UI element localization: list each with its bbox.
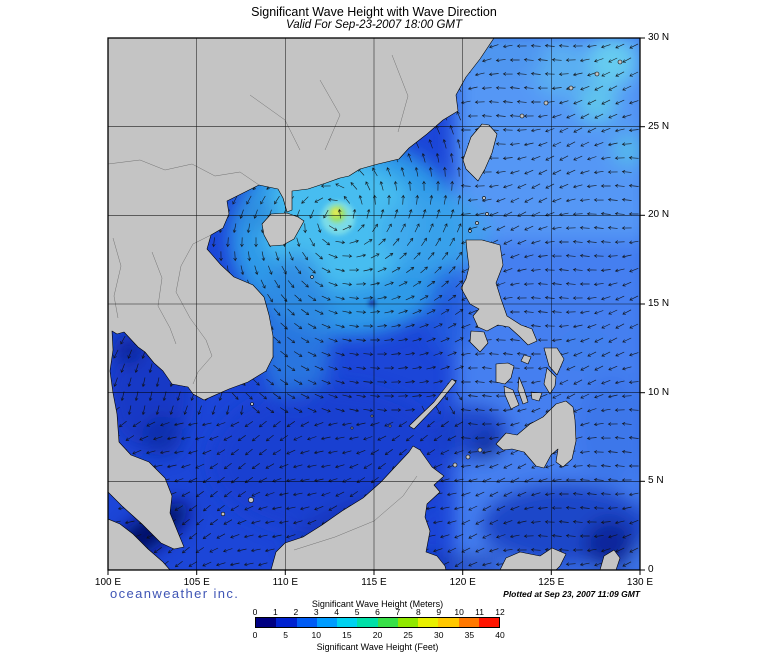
island-sulu-chain	[452, 462, 458, 468]
land-mindoro	[469, 330, 489, 353]
island-spratly	[370, 414, 374, 418]
legend-meters-tick: 1	[273, 607, 278, 617]
legend-meters-tick: 10	[454, 607, 464, 617]
legend-color-segment	[337, 618, 358, 627]
island-ryukyu	[543, 100, 549, 106]
legend-color-segment	[478, 618, 499, 627]
island-ryukyu	[519, 113, 525, 119]
legend-meters-tick: 4	[334, 607, 340, 617]
island-natuna	[248, 497, 254, 503]
island-anambas	[220, 511, 226, 517]
lat-label: 25 N	[648, 121, 670, 132]
oceanweather-logo-text: oceanweather inc.	[110, 586, 240, 601]
island-con-dao	[250, 402, 254, 406]
island-ryukyu	[617, 59, 623, 65]
lat-label: 5 N	[648, 475, 664, 486]
land-palawan	[408, 378, 457, 430]
land-hainan	[261, 212, 305, 247]
land-taiwan	[462, 123, 498, 182]
legend-feet-tick: 5	[283, 630, 288, 640]
legend-color-segment	[256, 618, 277, 627]
island-sulu-chain	[465, 454, 471, 460]
plotted-timestamp: Plotted at Sep 23, 2007 11:09 GMT	[503, 589, 640, 599]
legend-feet-tick: 30	[434, 630, 444, 640]
legend-color-segment	[377, 618, 398, 627]
legend-feet-title: Significant Wave Height (Feet)	[316, 642, 439, 652]
island-spratly	[350, 426, 354, 430]
land-mainland-asia	[108, 38, 495, 550]
landmasses	[108, 38, 623, 570]
island-spratly	[388, 424, 392, 428]
legend-feet-tick: 10	[311, 630, 321, 640]
lon-label: 130 E	[626, 577, 654, 588]
legend-feet-tick: 40	[495, 630, 505, 640]
axis-ticks	[107, 37, 645, 575]
land-mindanao	[495, 400, 577, 469]
island-babuyan	[475, 221, 479, 225]
lon-label: 105 E	[183, 577, 210, 588]
legend-meters-tick: 0	[252, 607, 258, 617]
legend-color-segment	[458, 618, 479, 627]
legend-feet-tick: 25	[403, 630, 413, 640]
land-sumatra	[108, 518, 171, 570]
lon-label: 125 E	[538, 577, 565, 588]
legend-meters-title: Significant Wave Height (Meters)	[311, 599, 444, 609]
legend-color-segment	[296, 618, 317, 627]
legend-meters-tick: 7	[395, 607, 401, 617]
lon-label: 120 E	[449, 577, 476, 588]
land-negros	[503, 385, 520, 410]
lat-label: 0	[648, 564, 654, 575]
island-batanes	[482, 196, 486, 200]
legend-meters-tick: 2	[293, 607, 299, 617]
lat-label: 15 N	[648, 298, 670, 309]
legend-meters-tick: 8	[415, 607, 421, 617]
graticule	[108, 38, 640, 570]
legend-meters-tick-row: 0 1 2 3 4 5 6 7 8 9 10 11 12	[252, 607, 505, 617]
land-leyte	[543, 367, 557, 395]
legend-color-segment	[276, 618, 297, 627]
land-borneo	[270, 445, 447, 570]
legend-color-segment	[438, 618, 459, 627]
land-cebu	[517, 376, 529, 405]
legend-feet-tick: 0	[252, 630, 258, 640]
island-paracel	[310, 275, 314, 279]
legend-color-segment	[316, 618, 337, 627]
lon-label: 100 E	[94, 577, 122, 588]
lat-label: 30 N	[648, 32, 670, 43]
land-panay	[495, 362, 515, 385]
legend-meters-tick: 12	[495, 607, 505, 617]
island-sulu-chain	[477, 447, 483, 453]
legend-color-segment	[357, 618, 378, 627]
legend-meters-tick: 3	[313, 607, 319, 617]
legend-color-segment	[418, 618, 439, 627]
island-babuyan	[485, 212, 489, 216]
lat-label: 10 N	[648, 387, 670, 398]
land-sulawesi-north	[499, 547, 567, 570]
land-halmahera	[599, 549, 621, 570]
island-babuyan	[468, 229, 472, 233]
legend-meters-tick: 5	[354, 607, 360, 617]
legend-meters-tick: 9	[436, 607, 442, 617]
lon-label: 115 E	[361, 577, 387, 588]
legend-feet-tick: 20	[372, 630, 383, 640]
lat-label: 20 N	[648, 209, 670, 220]
cyclone-wave-maximum	[321, 201, 375, 306]
valid-time-subtitle: Valid For Sep-23-2007 18:00 GMT	[286, 19, 462, 31]
legend-feet-tick-row: 0 5 10 15 20 25 30 35 40	[252, 630, 505, 640]
island-ryukyu	[568, 85, 574, 91]
land-samar	[543, 347, 565, 376]
legend-feet-tick: 15	[342, 630, 352, 640]
legend-meters-tick: 11	[475, 607, 484, 617]
legend-colorbar	[255, 617, 500, 628]
legend-meters-tick: 6	[375, 607, 380, 617]
page-title: Significant Wave Height with Wave Direct…	[251, 5, 497, 19]
legend-color-segment	[397, 618, 418, 627]
wave-map	[107, 37, 645, 575]
island-ryukyu	[594, 71, 600, 77]
lon-label: 110 E	[272, 577, 298, 588]
land-luzon	[460, 239, 538, 346]
legend-feet-tick: 35	[464, 630, 475, 640]
land-masbate	[520, 354, 532, 365]
